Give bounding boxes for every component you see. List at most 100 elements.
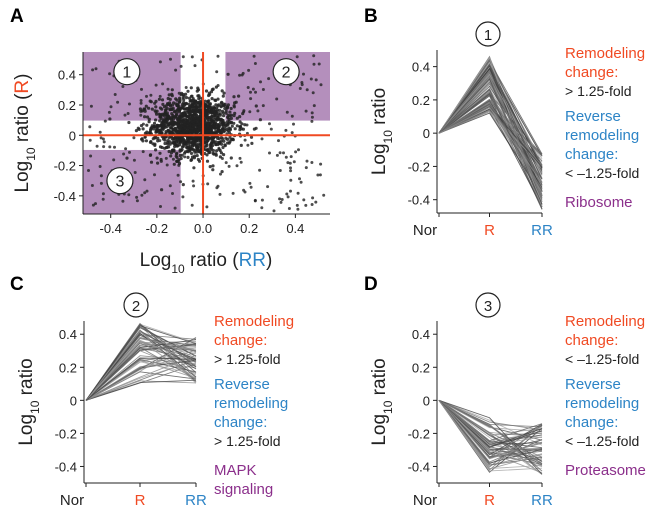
scatter-point (176, 116, 180, 121)
legend-remodeling: Remodeling (565, 45, 645, 62)
scatter-point (221, 137, 225, 141)
scatter-point (289, 166, 292, 170)
scatter-point (304, 203, 308, 207)
legend-reverse: remodeling (565, 395, 639, 412)
scatter-point (132, 136, 136, 140)
panel-letter-b: B (364, 6, 378, 27)
scatter-point (224, 111, 228, 115)
scatter-point (192, 184, 196, 188)
scatter-point (178, 115, 182, 119)
scatter-point (178, 138, 182, 142)
scatter-point (151, 142, 155, 146)
x-axis-label-part-3: RR (239, 250, 266, 271)
scatter-point (205, 143, 209, 147)
scatter-point (235, 116, 239, 120)
legend-reverse-fold: < –1.25-fold (565, 165, 639, 181)
scatter-point (177, 100, 181, 104)
scatter-point (161, 128, 165, 132)
scatter-point (192, 143, 196, 147)
scatter-point (211, 87, 215, 91)
scatter-point (208, 93, 212, 97)
scatter-point (221, 94, 225, 98)
y-tick-label: -0.2 (408, 426, 430, 441)
scatter-point (216, 113, 220, 117)
scatter-point (224, 161, 228, 165)
scatter-point (166, 87, 170, 91)
region-marker (475, 292, 501, 318)
y-axis-label: Log10 ratio (16, 358, 42, 445)
scatter-point (225, 105, 229, 109)
scatter-point (221, 145, 225, 150)
scatter-point (188, 99, 192, 103)
scatter-point (207, 99, 211, 103)
scatter-point (312, 54, 316, 58)
scatter-point (194, 102, 198, 106)
scatter-point (231, 191, 235, 195)
scatter-point (219, 104, 223, 108)
scatter-point (171, 157, 175, 161)
scatter-point (233, 101, 237, 105)
scatter-point (171, 141, 175, 145)
y-axis-label-part-2: ratio (16, 358, 37, 400)
scatter-point (253, 62, 257, 65)
y-tick-label: -0.2 (54, 159, 76, 174)
scatter-point (190, 203, 194, 207)
scatter-point (176, 173, 180, 177)
scatter-point (221, 124, 226, 128)
scatter-point (208, 115, 212, 119)
y-tick-label: 0.4 (58, 68, 76, 83)
scatter-point (88, 125, 92, 129)
y-tick-label: 0.4 (412, 327, 430, 342)
scatter-point (125, 156, 129, 160)
scatter-point (180, 147, 184, 152)
scatter-point (191, 109, 195, 113)
series-line (85, 354, 197, 401)
scatter-point (298, 177, 301, 181)
scatter-point (209, 126, 213, 130)
scatter-point (232, 105, 236, 109)
scatter-point (203, 136, 207, 140)
scatter-point (225, 120, 229, 124)
scatter-point (186, 110, 190, 114)
scatter-point (224, 109, 228, 113)
region-marker-label: 1 (484, 27, 492, 44)
scatter-point (312, 104, 316, 108)
scatter-point (197, 108, 202, 112)
region-marker-1 (113, 58, 141, 86)
scatter-point (286, 195, 290, 199)
scatter-point (109, 105, 113, 109)
scatter-point (226, 72, 230, 76)
scatter-point (238, 126, 242, 129)
series-line (438, 399, 543, 465)
scatter-point (186, 120, 190, 124)
scatter-point (165, 163, 169, 167)
legend-reverse: change: (565, 146, 618, 163)
scatter-point (292, 160, 296, 164)
scatter-point (243, 138, 247, 142)
scatter-point (196, 86, 200, 90)
scatter-point (250, 141, 254, 145)
scatter-point (171, 123, 175, 128)
scatter-point (167, 115, 171, 119)
scatter-point (121, 199, 125, 203)
scatter-point (197, 127, 202, 131)
scatter-point (298, 87, 302, 90)
scatter-point (176, 131, 180, 135)
scatter-point (149, 100, 153, 104)
scatter-point (238, 120, 242, 124)
scatter-point (180, 91, 184, 95)
scatter-point (249, 97, 253, 101)
scatter-point (216, 184, 220, 188)
scatter-point (195, 154, 199, 158)
scatter-point (218, 124, 222, 128)
series-line (85, 337, 197, 401)
series-line (438, 73, 543, 174)
scatter-point (216, 84, 220, 87)
scatter-point (168, 107, 172, 111)
scatter-point (159, 157, 163, 162)
scatter-point (172, 101, 176, 105)
scatter-point (190, 55, 194, 59)
scatter-point (162, 114, 166, 118)
x-tick-label-rr: RR (531, 492, 553, 509)
